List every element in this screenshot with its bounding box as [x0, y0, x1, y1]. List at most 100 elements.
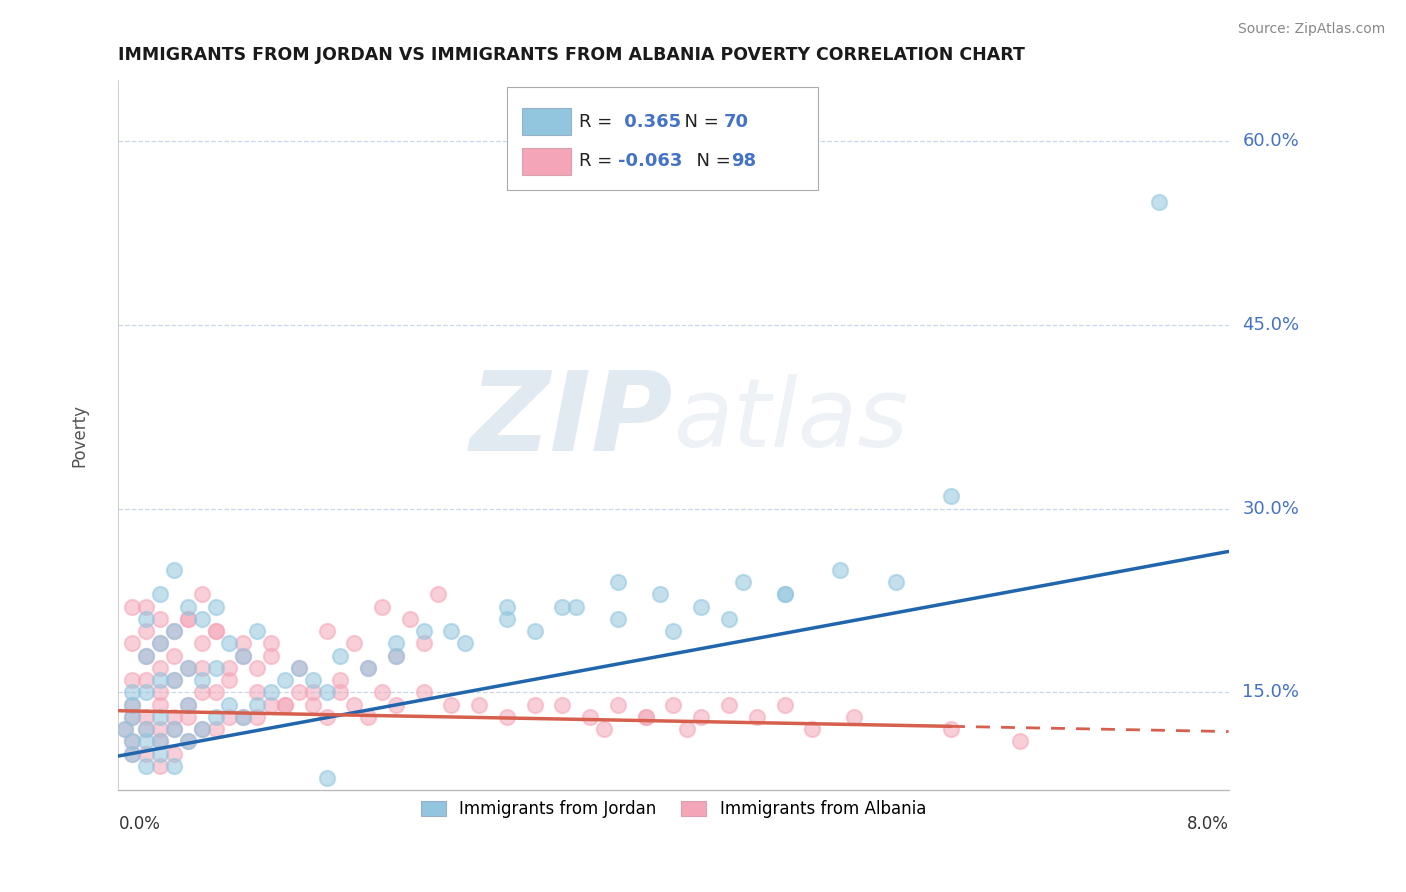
Point	[135, 648, 157, 663]
Text: R =: R =	[579, 112, 619, 130]
Point	[385, 648, 408, 663]
Text: N =: N =	[673, 112, 725, 130]
Point	[551, 599, 574, 614]
Point	[315, 685, 337, 699]
Point	[329, 648, 352, 663]
Point	[731, 575, 754, 590]
Point	[149, 710, 172, 724]
Point	[177, 734, 200, 748]
Point	[218, 698, 240, 712]
Point	[204, 661, 226, 675]
Point	[690, 710, 713, 724]
Point	[149, 698, 172, 712]
Point	[246, 661, 269, 675]
Point	[177, 698, 200, 712]
Point	[204, 710, 226, 724]
Point	[662, 698, 685, 712]
Point	[135, 624, 157, 638]
Point	[274, 698, 297, 712]
Point	[149, 612, 172, 626]
Point	[190, 722, 212, 736]
Point	[190, 673, 212, 687]
Point	[717, 612, 740, 626]
Point	[135, 759, 157, 773]
FancyBboxPatch shape	[523, 108, 571, 135]
Point	[939, 722, 962, 736]
Point	[135, 612, 157, 626]
Point	[163, 710, 186, 724]
Point	[315, 624, 337, 638]
Point	[121, 734, 143, 748]
Point	[135, 685, 157, 699]
Point	[468, 698, 491, 712]
Point	[121, 734, 143, 748]
Point	[204, 624, 226, 638]
Point	[690, 599, 713, 614]
Point	[135, 722, 157, 736]
Point	[190, 636, 212, 650]
Point	[149, 747, 172, 761]
Point	[634, 710, 657, 724]
Point	[149, 734, 172, 748]
Point	[177, 710, 200, 724]
Point	[121, 698, 143, 712]
FancyBboxPatch shape	[523, 148, 571, 175]
Text: 0.0%: 0.0%	[118, 815, 160, 833]
Text: 70: 70	[724, 112, 748, 130]
Point	[1010, 734, 1032, 748]
Point	[717, 698, 740, 712]
Point	[745, 710, 768, 724]
Point	[163, 624, 186, 638]
Point	[246, 698, 269, 712]
Point	[163, 673, 186, 687]
Point	[121, 747, 143, 761]
Point	[593, 722, 616, 736]
Point	[218, 673, 240, 687]
Point	[426, 587, 449, 601]
Point	[412, 636, 434, 650]
Point	[190, 612, 212, 626]
Point	[177, 661, 200, 675]
Point	[662, 624, 685, 638]
Point	[177, 599, 200, 614]
Point	[357, 661, 380, 675]
Point	[634, 710, 657, 724]
Point	[177, 698, 200, 712]
Point	[135, 710, 157, 724]
Point	[496, 710, 519, 724]
Point	[496, 612, 519, 626]
Point	[288, 685, 311, 699]
Point	[204, 685, 226, 699]
Point	[149, 636, 172, 650]
Point	[343, 698, 366, 712]
Point	[121, 599, 143, 614]
Point	[163, 747, 186, 761]
Point	[121, 747, 143, 761]
Point	[163, 673, 186, 687]
Point	[190, 722, 212, 736]
Point	[232, 648, 254, 663]
Point	[440, 624, 463, 638]
Text: R =: R =	[579, 153, 619, 170]
Point	[163, 624, 186, 638]
Point	[204, 624, 226, 638]
Point	[607, 612, 630, 626]
Point	[274, 673, 297, 687]
Point	[149, 661, 172, 675]
Point	[149, 636, 172, 650]
Point	[260, 685, 283, 699]
Point	[315, 771, 337, 785]
Text: Poverty: Poverty	[70, 403, 89, 467]
Point	[232, 636, 254, 650]
Point	[385, 698, 408, 712]
Point	[232, 648, 254, 663]
Point	[385, 648, 408, 663]
Text: Source: ZipAtlas.com: Source: ZipAtlas.com	[1237, 22, 1385, 37]
Point	[114, 722, 136, 736]
Point	[149, 759, 172, 773]
Point	[773, 698, 796, 712]
Point	[343, 636, 366, 650]
Point	[801, 722, 824, 736]
Point	[121, 673, 143, 687]
Point	[565, 599, 588, 614]
